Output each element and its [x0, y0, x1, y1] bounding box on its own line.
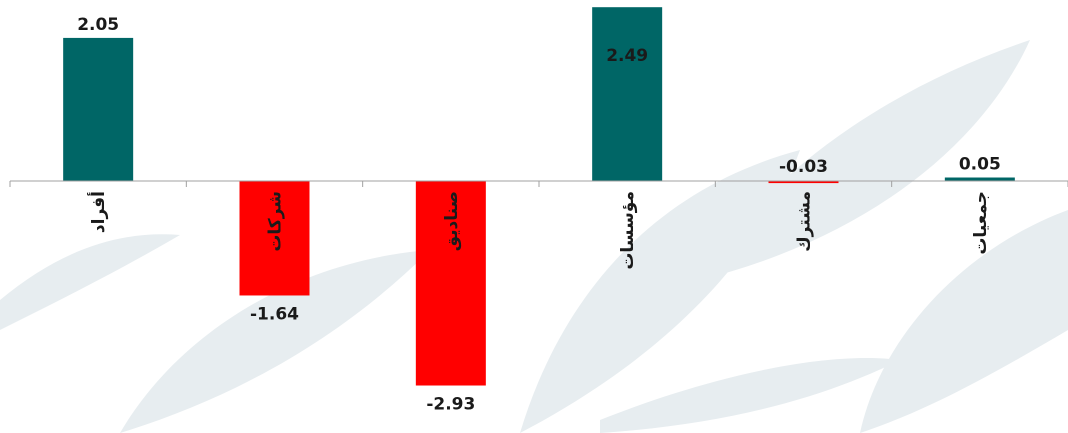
data-label: -1.64: [250, 304, 299, 324]
bar: [768, 181, 839, 184]
bar: [63, 37, 134, 181]
watermark-leaf-1: [120, 250, 430, 433]
data-label: -0.03: [779, 157, 828, 177]
watermark-leaf-4: [860, 210, 1068, 433]
watermark-leaf-6: [600, 358, 900, 433]
value-labels-layer: 2.05 -1.64 -2.93 2.49 -0.03 0.05: [77, 15, 1001, 415]
category-label: مؤسسات: [618, 191, 638, 270]
category-label: أفراد: [87, 191, 109, 233]
bars-layer: [63, 7, 1015, 386]
data-label: -2.93: [426, 395, 475, 415]
bar: [239, 181, 310, 296]
watermark-leaf-3: [700, 40, 1030, 280]
category-labels-layer: أفراد شركات صناديق مؤسسات مشترك جمعيات: [87, 191, 991, 270]
watermark-leaf-5: [0, 234, 180, 330]
data-label: 2.49: [606, 46, 648, 66]
bar: [592, 7, 663, 182]
data-label: 2.05: [77, 15, 119, 35]
category-label: جمعيات: [971, 191, 991, 255]
background-watermark: [0, 40, 1068, 433]
data-label: 0.05: [959, 155, 1001, 175]
category-label: شركات: [266, 191, 286, 252]
category-label: مشترك: [795, 191, 815, 252]
bar: [415, 181, 486, 386]
bar: [944, 177, 1015, 181]
category-label: صناديق: [442, 191, 462, 251]
watermark-leaf-2: [520, 150, 800, 433]
x-axis-ticks: [9, 181, 1068, 187]
